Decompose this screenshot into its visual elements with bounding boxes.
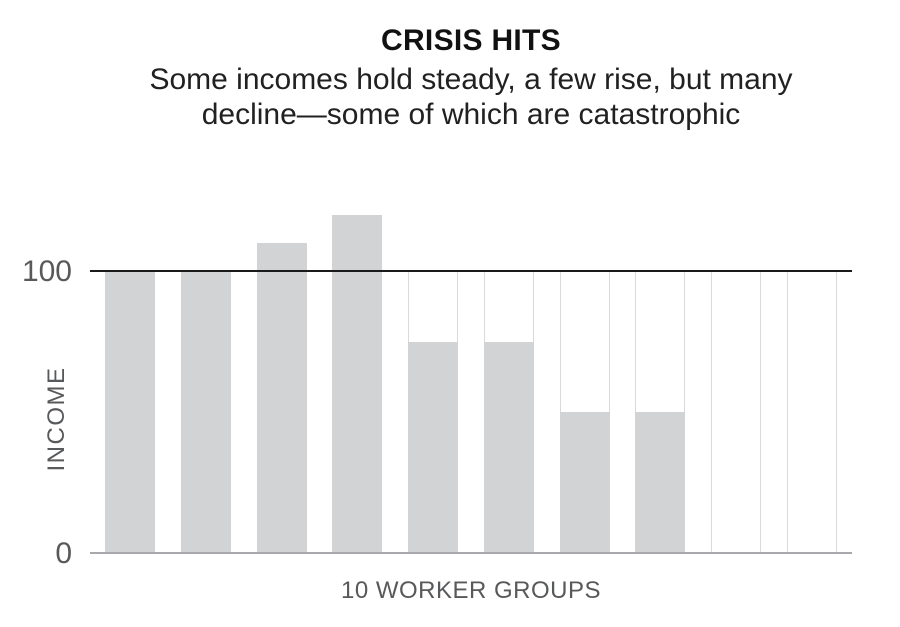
bar bbox=[560, 412, 610, 553]
bar bbox=[408, 341, 458, 553]
chart-header: CRISIS HITS Some incomes hold steady, a … bbox=[90, 24, 852, 132]
bar bbox=[257, 242, 307, 553]
bar-frame bbox=[787, 271, 837, 553]
bar bbox=[105, 271, 155, 553]
chart-subtitle-line-2: decline—some of which are catastrophic bbox=[201, 98, 741, 131]
bar bbox=[181, 271, 231, 553]
chart-subtitle-line-1: Some incomes hold steady, a few rise, bu… bbox=[149, 63, 793, 96]
bar-frame bbox=[711, 271, 761, 553]
y-tick-100: 100 bbox=[21, 255, 72, 288]
x-axis-line bbox=[90, 552, 852, 554]
reference-line-100 bbox=[90, 270, 852, 272]
bar bbox=[332, 214, 382, 553]
bar bbox=[635, 412, 685, 553]
bar bbox=[484, 341, 534, 553]
chart-title: CRISIS HITS bbox=[381, 24, 561, 57]
y-tick-0: 0 bbox=[55, 537, 72, 570]
x-axis-label: 10 WORKER GROUPS bbox=[340, 577, 602, 604]
plot-area bbox=[90, 214, 852, 554]
y-axis-label: INCOME bbox=[43, 366, 70, 472]
